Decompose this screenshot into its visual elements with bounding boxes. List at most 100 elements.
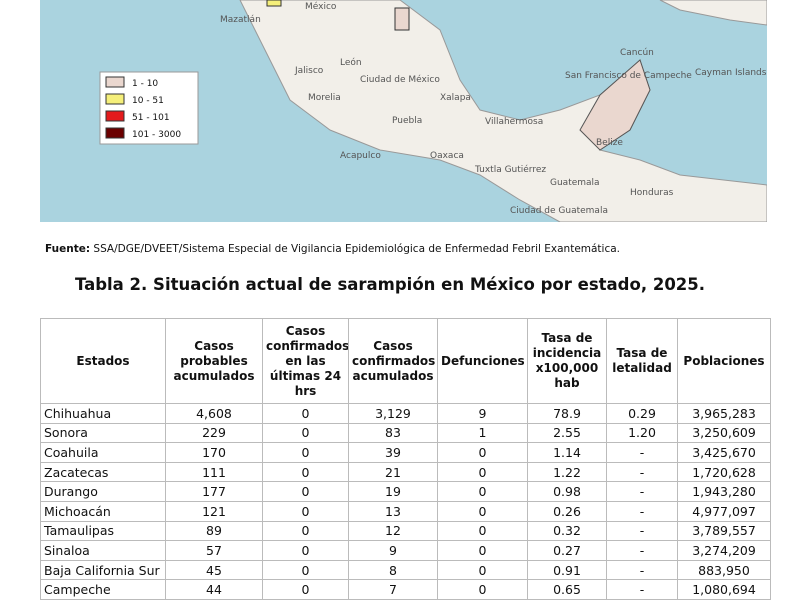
table-cell: 12 — [348, 520, 438, 542]
source: Fuente: SSA/DGE/DVEET/Sistema Especial d… — [45, 243, 620, 255]
table-cell: 0 — [262, 520, 349, 542]
table-cell: 0 — [262, 403, 349, 424]
header-cell: Poblaciones — [677, 318, 771, 404]
map-label: San Francisco de Campeche — [565, 71, 692, 81]
table-cell: Chihuahua — [40, 403, 166, 424]
table-row: Michoacán 121 0 13 0 0.26-4,977,097 — [40, 500, 771, 522]
table-row: Chihuahua 4,608 0 3,129 9 78.9 0.29 3,965,283 — [40, 403, 771, 424]
table-cell: 13 — [348, 500, 438, 522]
swatch — [105, 93, 125, 105]
table-row: Coahuila 170 0 39 0 1.14-3,425,670 — [40, 442, 771, 463]
table-cell: - — [606, 461, 678, 483]
table-cell: 1.14 — [527, 442, 607, 463]
table-cell: 0 — [437, 442, 528, 463]
table-cell: 0 — [437, 461, 528, 483]
map-label: Cancún — [620, 48, 654, 58]
table-cell: 3,250,609 — [677, 422, 771, 444]
table-cell: 0 — [437, 540, 528, 561]
table-row: Tamaulipas 89 0 12 0 0.32-3,789,557 — [40, 520, 771, 542]
table-cell: 9 — [437, 403, 528, 424]
table-cell: 1,080,694 — [677, 579, 771, 600]
header-cell: Casos confirmados en las últimas 24 hrs — [262, 318, 349, 404]
table-cell: - — [606, 481, 678, 502]
map-label: Belize — [596, 138, 623, 148]
map-label: Guatemala — [550, 178, 600, 188]
map-label: Cayman Islands — [695, 68, 767, 78]
table-cell: 89 — [165, 520, 263, 542]
table-cell: - — [606, 540, 678, 561]
table-row: Sinaloa 57 0 9 0 0.27-3,274,209 — [40, 540, 771, 561]
header-cell: Estados — [40, 318, 166, 404]
table-cell: 3,425,670 — [677, 442, 771, 463]
table-cell: 1,720,628 — [677, 461, 771, 483]
table-row: Campeche 44 0 7 0 0.65-1,080,694 — [40, 579, 771, 600]
table-cell: 0.26 — [527, 500, 607, 522]
yucatan — [579, 59, 651, 151]
table-cell: 0 — [437, 559, 528, 581]
table-cell: 3,129 — [348, 403, 438, 424]
table-cell: 0 — [437, 500, 528, 522]
header-cell: Casos confirmados acumulados — [348, 318, 438, 404]
legend-label: 10 - 51 — [132, 96, 164, 106]
table-cell: - — [606, 559, 678, 581]
map-label: León — [340, 57, 362, 68]
table: Estados Casos probables acumulados Casos c… — [40, 318, 771, 600]
table-cell: - — [606, 442, 678, 463]
map-label: Jalisco — [294, 66, 324, 76]
map-label: Honduras — [630, 188, 674, 198]
header-cell: Tasa de letalidad — [606, 318, 678, 404]
table-cell: 78.9 — [527, 403, 607, 424]
map-label: Morelia — [308, 93, 341, 103]
table-cell: - — [606, 500, 678, 522]
table-cell: 9 — [348, 540, 438, 561]
table-row: Zacatecas 111 0 21 0 1.22-1,720,628 — [40, 461, 771, 483]
header-cell: Defunciones — [437, 318, 528, 404]
map-label: Tuxtla Gutiérrez — [474, 164, 546, 175]
table-cell: 0.91 — [527, 559, 607, 581]
table-cell: 0 — [262, 579, 349, 600]
table-cell: 0 — [262, 500, 349, 522]
table-cell: 121 — [165, 500, 263, 522]
map-labels: Mazatlán México Jalisco León Ciudad de M… — [220, 1, 767, 216]
map-label: Xalapa — [440, 93, 471, 103]
table-cell: 1.22 — [527, 461, 607, 483]
table-body: Chihuahua 4,608 0 3,129 9 78.9 0.29 3,965,283 So… — [40, 403, 771, 600]
cuba — [659, 0, 767, 26]
table-cell: 0 — [437, 481, 528, 502]
source-text: SSA/DGE/DVEET/Sistema Especial de Vigila… — [93, 243, 621, 255]
table-cell: 1.20 — [606, 422, 678, 444]
table-cell: 44 — [165, 579, 263, 600]
table-cell: Baja California Sur — [40, 559, 166, 581]
table-cell: 3,274,209 — [677, 540, 771, 561]
header-row: Estados Casos probables acumulados Casos c… — [40, 318, 771, 404]
header-cell: Tasa de incidencia x100,000 hab — [527, 318, 607, 404]
region — [394, 7, 410, 31]
swatch — [105, 127, 125, 139]
table-cell: 21 — [348, 461, 438, 483]
table-cell: 1,943,280 — [677, 481, 771, 502]
map: Mazatlán México Jalisco León Ciudad de M… — [40, 0, 767, 222]
table-cell: 4,608 — [165, 403, 263, 424]
table-cell: 3,965,283 — [677, 403, 771, 424]
table-cell: 229 — [165, 422, 263, 444]
map-label: Ciudad de México — [360, 74, 440, 85]
table-cell: 8 — [348, 559, 438, 581]
table-cell: 0 — [262, 422, 349, 444]
table-cell: 0 — [262, 461, 349, 483]
table-cell: 0.65 — [527, 579, 607, 600]
table-cell: 0 — [262, 442, 349, 463]
table-cell: 0 — [262, 559, 349, 581]
table-cell: 57 — [165, 540, 263, 561]
land — [239, 0, 767, 222]
swatch — [105, 76, 125, 88]
table-cell: 2.55 — [527, 422, 607, 444]
table-cell: Coahuila — [40, 442, 166, 463]
table-cell: Tamaulipas — [40, 520, 166, 542]
table-title: Tabla 2. Situación actual de sarampión e… — [74, 275, 706, 294]
table-cell: 39 — [348, 442, 438, 463]
map-label: Puebla — [392, 116, 422, 126]
header-cell: Casos probables acumulados — [165, 318, 263, 404]
table-cell: 111 — [165, 461, 263, 483]
table-cell: 3,789,557 — [677, 520, 771, 542]
